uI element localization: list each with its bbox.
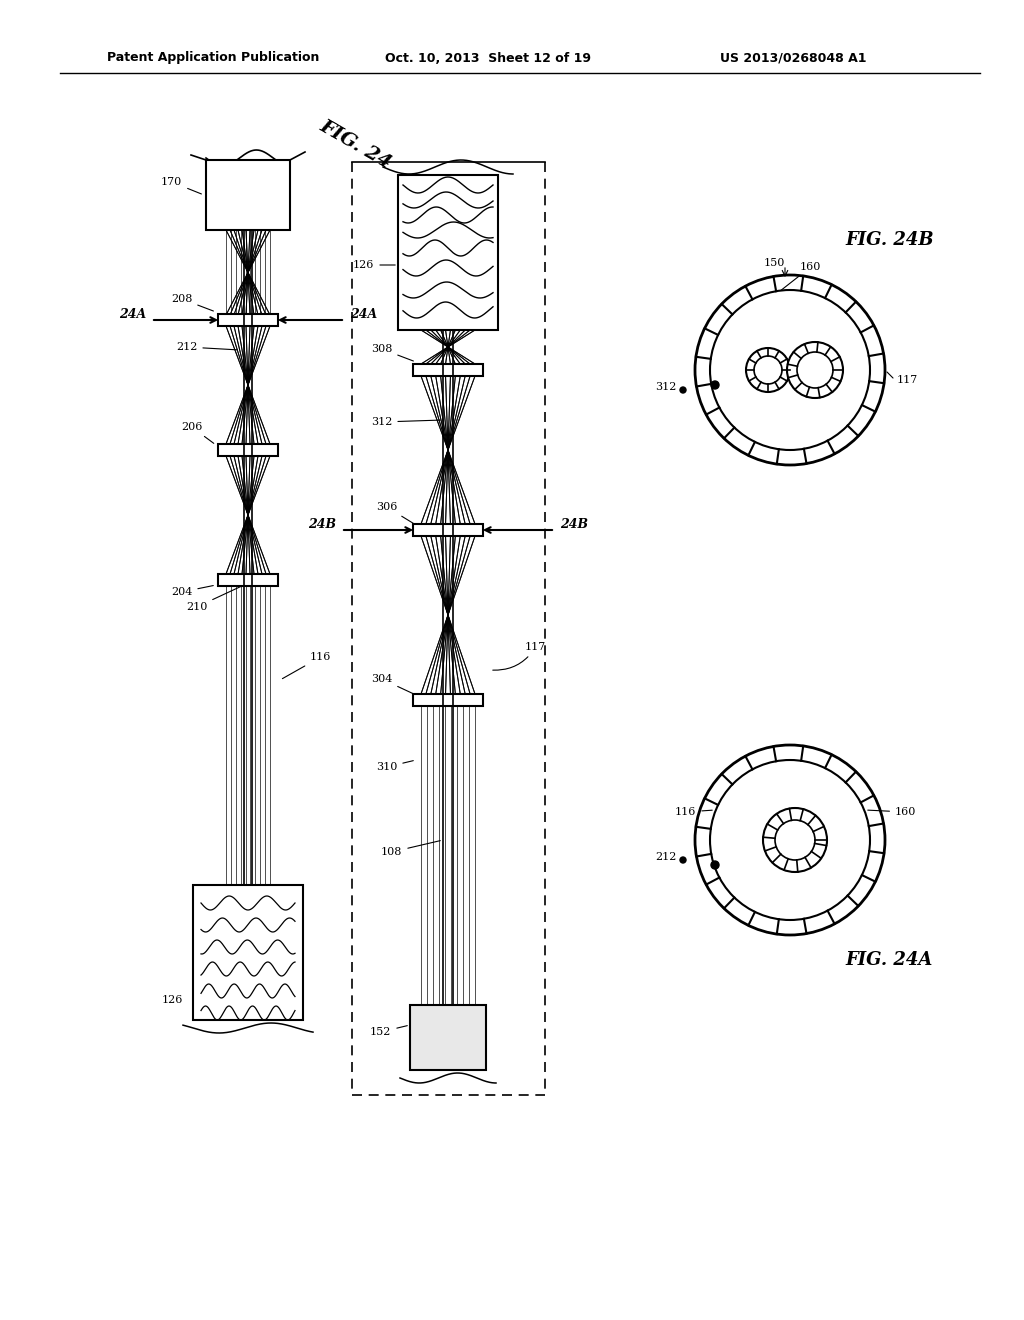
Text: 160: 160 bbox=[867, 807, 916, 817]
Text: 312: 312 bbox=[655, 381, 682, 392]
Text: US 2013/0268048 A1: US 2013/0268048 A1 bbox=[720, 51, 866, 65]
Circle shape bbox=[680, 857, 686, 863]
Circle shape bbox=[754, 356, 782, 384]
Text: Patent Application Publication: Patent Application Publication bbox=[106, 51, 319, 65]
Text: 24A: 24A bbox=[350, 309, 377, 322]
Text: 24A: 24A bbox=[119, 309, 146, 322]
Text: 170: 170 bbox=[161, 177, 202, 194]
Text: FIG. 24: FIG. 24 bbox=[316, 117, 394, 173]
Circle shape bbox=[711, 381, 719, 389]
Text: 306: 306 bbox=[376, 502, 414, 524]
Text: 312: 312 bbox=[371, 417, 440, 426]
Text: 210: 210 bbox=[186, 586, 242, 612]
Text: FIG. 24A: FIG. 24A bbox=[845, 950, 933, 969]
Circle shape bbox=[695, 275, 885, 465]
Text: 212: 212 bbox=[176, 342, 238, 352]
Circle shape bbox=[710, 290, 870, 450]
Polygon shape bbox=[218, 314, 278, 326]
Circle shape bbox=[763, 808, 827, 873]
Text: Oct. 10, 2013  Sheet 12 of 19: Oct. 10, 2013 Sheet 12 of 19 bbox=[385, 51, 591, 65]
Text: 160: 160 bbox=[777, 261, 821, 293]
Circle shape bbox=[711, 861, 719, 869]
Circle shape bbox=[775, 820, 815, 861]
Text: 308: 308 bbox=[371, 345, 414, 360]
Text: 150: 150 bbox=[764, 257, 785, 268]
Text: 24B: 24B bbox=[308, 519, 336, 532]
Polygon shape bbox=[413, 694, 483, 706]
Circle shape bbox=[797, 352, 833, 388]
Polygon shape bbox=[398, 176, 498, 330]
Text: 24B: 24B bbox=[560, 519, 588, 532]
Polygon shape bbox=[410, 1005, 486, 1071]
Text: FIG. 24B: FIG. 24B bbox=[845, 231, 934, 249]
Text: 310: 310 bbox=[376, 760, 414, 772]
Text: 304: 304 bbox=[371, 675, 414, 694]
Polygon shape bbox=[218, 444, 278, 455]
Text: 108: 108 bbox=[381, 841, 440, 857]
Text: 116: 116 bbox=[675, 807, 713, 817]
Text: 116: 116 bbox=[283, 652, 332, 678]
Polygon shape bbox=[218, 574, 278, 586]
Text: 208: 208 bbox=[171, 294, 213, 312]
Polygon shape bbox=[413, 364, 483, 376]
Text: 126: 126 bbox=[162, 995, 183, 1005]
Text: 152: 152 bbox=[370, 1026, 408, 1038]
Text: 212: 212 bbox=[655, 851, 682, 862]
Circle shape bbox=[710, 760, 870, 920]
Text: 206: 206 bbox=[181, 422, 214, 444]
Text: 126: 126 bbox=[353, 260, 395, 271]
Text: 117: 117 bbox=[897, 375, 919, 385]
Polygon shape bbox=[193, 884, 303, 1020]
Circle shape bbox=[680, 387, 686, 393]
Polygon shape bbox=[413, 524, 483, 536]
Circle shape bbox=[787, 342, 843, 399]
Circle shape bbox=[695, 744, 885, 935]
Polygon shape bbox=[206, 160, 290, 230]
Text: 117: 117 bbox=[493, 642, 546, 671]
Text: 204: 204 bbox=[171, 586, 213, 597]
Circle shape bbox=[746, 348, 790, 392]
